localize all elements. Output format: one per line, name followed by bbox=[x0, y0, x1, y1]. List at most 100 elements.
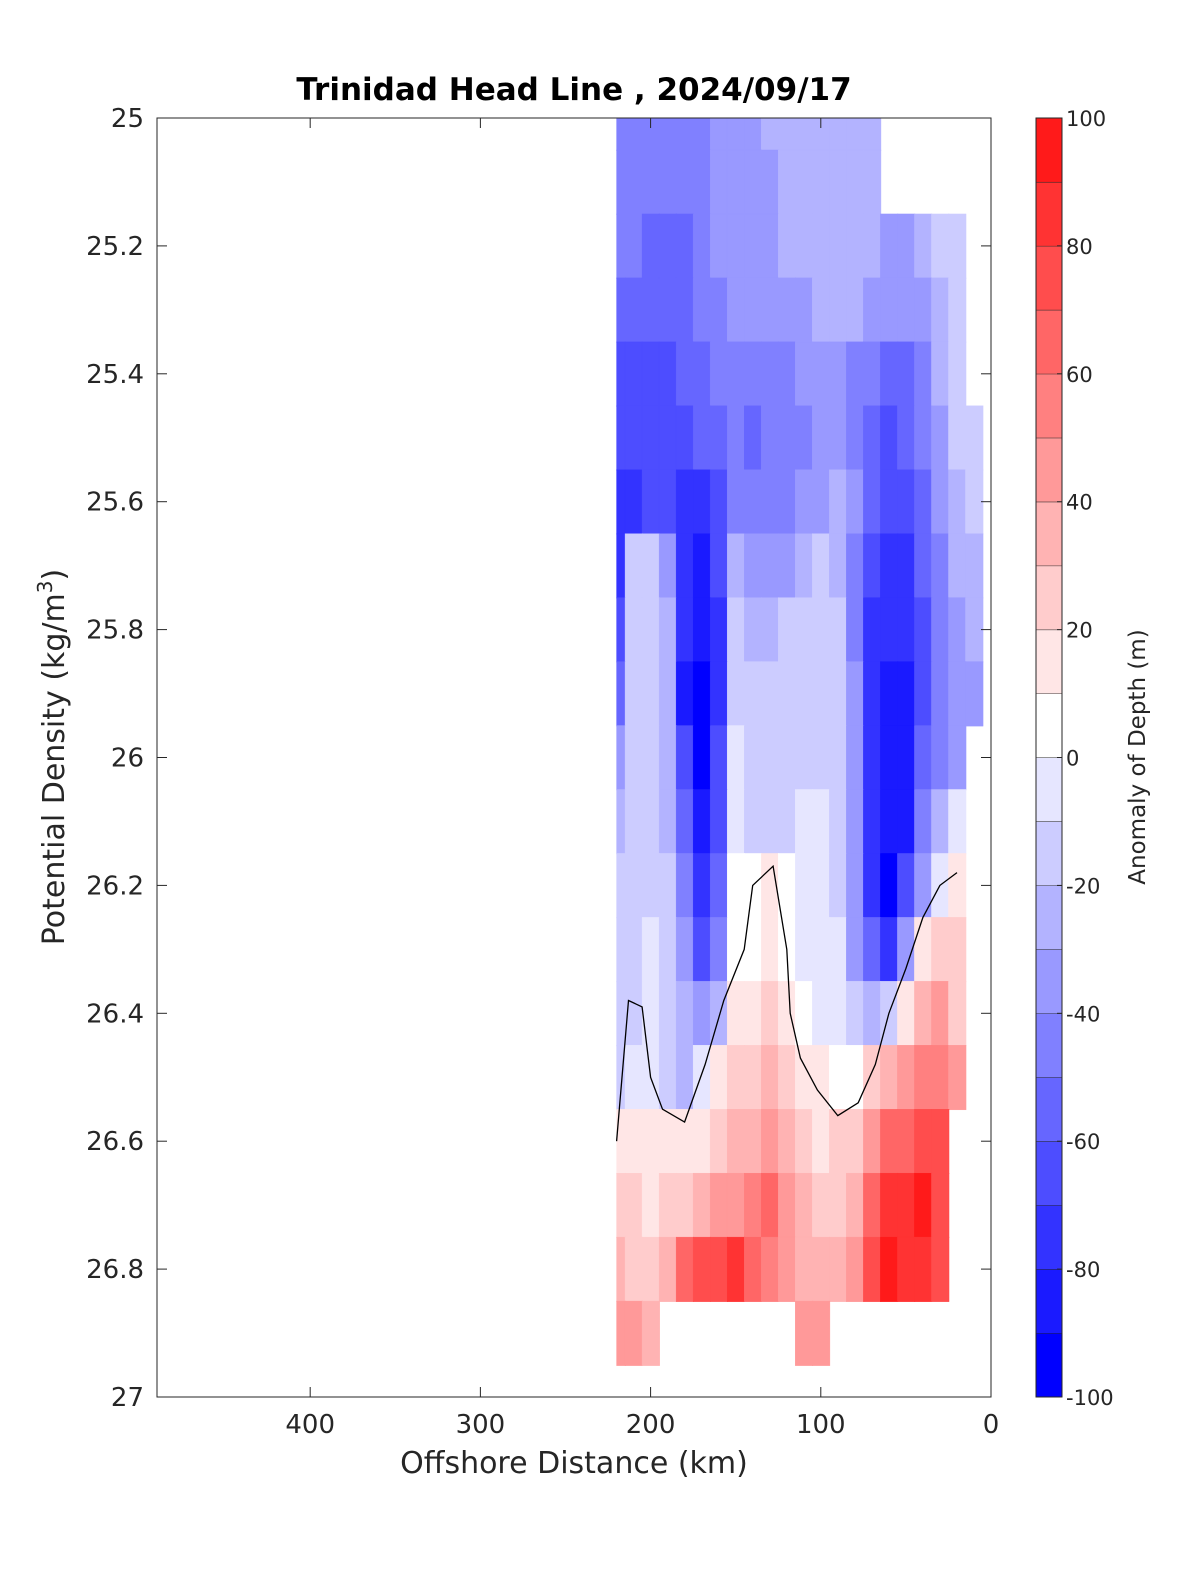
anomaly-cell bbox=[914, 789, 933, 855]
anomaly-cell bbox=[709, 149, 728, 215]
anomaly-cell bbox=[641, 405, 660, 471]
anomaly-cell bbox=[658, 213, 677, 279]
anomaly-cell bbox=[709, 118, 728, 151]
anomaly-cell bbox=[761, 341, 780, 407]
anomaly-cell bbox=[897, 981, 916, 1047]
anomaly-cell bbox=[931, 469, 950, 535]
anomaly-cell bbox=[616, 917, 626, 983]
anomaly-cell bbox=[709, 597, 728, 663]
anomaly-cell bbox=[880, 1172, 899, 1238]
anomaly-cell bbox=[914, 533, 933, 599]
anomaly-cell bbox=[675, 213, 694, 279]
y-tick-label: 26.6 bbox=[86, 1127, 144, 1157]
colorbar-tick-label: 60 bbox=[1066, 363, 1093, 387]
anomaly-cell bbox=[658, 341, 677, 407]
anomaly-cell bbox=[812, 1236, 831, 1302]
anomaly-cell bbox=[744, 213, 763, 279]
anomaly-cell bbox=[846, 118, 865, 151]
anomaly-cell bbox=[948, 725, 967, 791]
anomaly-cell bbox=[795, 1236, 814, 1302]
anomaly-cell bbox=[948, 597, 967, 663]
anomaly-cell bbox=[641, 469, 660, 535]
anomaly-cell bbox=[846, 341, 865, 407]
anomaly-cell bbox=[709, 277, 728, 343]
anomaly-cell bbox=[795, 853, 814, 919]
anomaly-cell bbox=[863, 118, 882, 151]
anomaly-cell bbox=[624, 469, 643, 535]
anomaly-cell bbox=[692, 853, 711, 919]
anomaly-cell bbox=[726, 1045, 746, 1111]
anomaly-cell bbox=[863, 149, 882, 215]
anomaly-cell bbox=[795, 981, 814, 1047]
anomaly-cell bbox=[846, 725, 865, 791]
anomaly-cell bbox=[914, 213, 933, 279]
colorbar-band bbox=[1036, 565, 1062, 630]
anomaly-cell bbox=[795, 277, 814, 343]
anomaly-cell bbox=[829, 789, 848, 855]
anomaly-cell bbox=[744, 725, 763, 791]
anomaly-cell bbox=[709, 341, 728, 407]
anomaly-cell bbox=[641, 1300, 660, 1366]
anomaly-cell bbox=[795, 1109, 814, 1174]
anomaly-cell bbox=[778, 1109, 797, 1174]
anomaly-cell bbox=[641, 277, 660, 343]
anomaly-cell bbox=[863, 981, 882, 1047]
anomaly-cell bbox=[778, 981, 797, 1047]
anomaly-cell bbox=[709, 1045, 728, 1111]
chart-title: Trinidad Head Line , 2024/09/17 bbox=[296, 72, 851, 108]
anomaly-cell bbox=[846, 149, 865, 215]
anomaly-cell bbox=[778, 1172, 797, 1238]
anomaly-cell bbox=[675, 405, 694, 471]
colorbar-band bbox=[1036, 1333, 1062, 1397]
anomaly-cell bbox=[829, 725, 848, 791]
anomaly-cell bbox=[744, 789, 763, 855]
anomaly-cell bbox=[931, 533, 950, 599]
anomaly-cell bbox=[658, 853, 677, 919]
anomaly-cell bbox=[846, 981, 865, 1047]
colorbar-band bbox=[1036, 629, 1062, 694]
anomaly-cell bbox=[863, 1236, 882, 1302]
anomaly-cell bbox=[726, 149, 746, 215]
anomaly-cell bbox=[846, 597, 865, 663]
anomaly-cell bbox=[658, 469, 677, 535]
anomaly-cell bbox=[658, 981, 677, 1047]
anomaly-cell bbox=[812, 853, 831, 919]
anomaly-cell bbox=[658, 1045, 677, 1111]
anomaly-cell bbox=[726, 725, 746, 791]
y-tick-label: 27 bbox=[111, 1383, 144, 1413]
anomaly-cell bbox=[914, 1045, 933, 1111]
anomaly-cell bbox=[616, 789, 626, 855]
anomaly-cell bbox=[931, 661, 950, 727]
anomaly-cell bbox=[880, 1045, 899, 1111]
anomaly-cell bbox=[709, 1236, 728, 1302]
anomaly-cell bbox=[709, 405, 728, 471]
anomaly-cell bbox=[658, 1109, 677, 1174]
anomaly-cell bbox=[863, 853, 882, 919]
anomaly-cell bbox=[812, 789, 831, 855]
anomaly-cell bbox=[692, 213, 711, 279]
anomaly-cell bbox=[744, 118, 763, 151]
anomaly-cell bbox=[931, 597, 950, 663]
anomaly-cell bbox=[897, 1045, 916, 1111]
anomaly-cell bbox=[744, 277, 763, 343]
anomaly-cell bbox=[692, 149, 711, 215]
colorbar-band bbox=[1036, 373, 1062, 438]
anomaly-cell bbox=[965, 597, 984, 663]
y-tick-label: 26 bbox=[111, 744, 144, 774]
anomaly-cell bbox=[829, 597, 848, 663]
anomaly-cell bbox=[948, 917, 967, 983]
anomaly-cell bbox=[778, 469, 797, 535]
colorbar-band bbox=[1036, 118, 1062, 182]
anomaly-cell bbox=[624, 1045, 643, 1111]
anomaly-cell bbox=[778, 213, 797, 279]
anomaly-cell bbox=[778, 597, 797, 663]
anomaly-cell bbox=[761, 1109, 780, 1174]
anomaly-cell bbox=[692, 789, 711, 855]
anomaly-cell bbox=[965, 533, 984, 599]
anomaly-cell bbox=[761, 661, 780, 727]
anomaly-cell bbox=[846, 469, 865, 535]
anomaly-cell bbox=[948, 341, 967, 407]
anomaly-cell bbox=[914, 853, 933, 919]
anomaly-cell bbox=[829, 1236, 848, 1302]
anomaly-cell bbox=[812, 213, 831, 279]
